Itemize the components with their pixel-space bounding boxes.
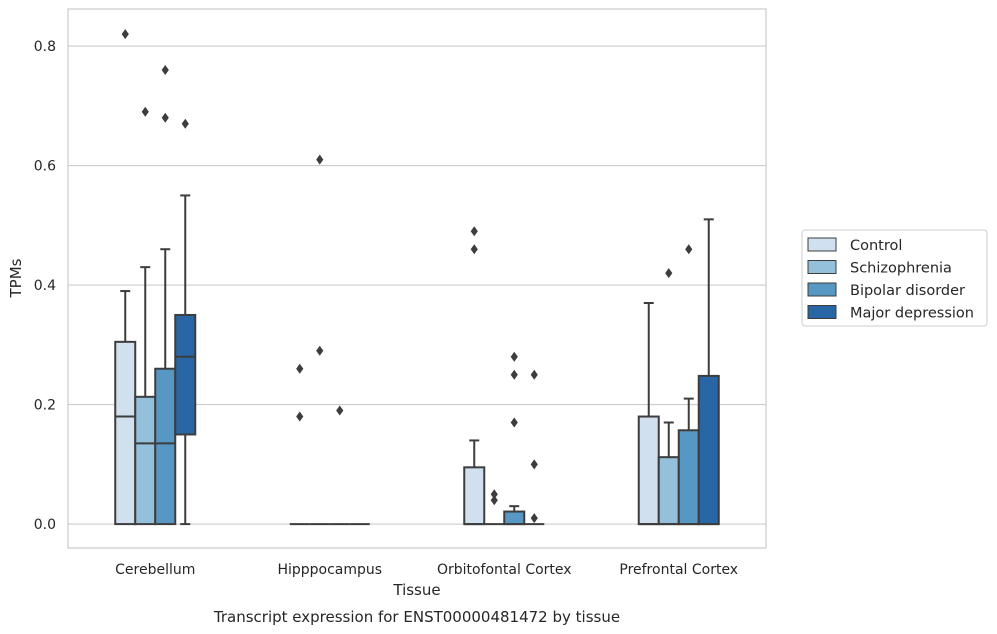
x-tick-label: Hipppocampus <box>277 562 382 578</box>
outlier-point <box>121 29 129 40</box>
outlier-point <box>665 268 673 279</box>
plot-frame <box>67 8 767 549</box>
box-body <box>134 395 157 526</box>
box-body <box>637 415 660 526</box>
box-3-3 <box>697 218 720 526</box>
outlier-point <box>510 369 518 380</box>
legend-label: Control <box>850 238 902 254</box>
y-tick-labels: 0.0 0.2 0.4 0.6 0.8 <box>34 39 56 533</box>
outlier-point <box>470 226 478 237</box>
box-body <box>114 340 137 526</box>
y-tick-label: 0.2 <box>34 398 56 414</box>
box-0-3 <box>637 302 660 526</box>
box-0-2 <box>463 226 486 526</box>
box-3-2 <box>524 369 545 526</box>
y-tick-label: 0.8 <box>34 39 56 55</box>
box-2-2 <box>503 351 526 526</box>
outlier-point <box>336 405 344 416</box>
box-body <box>174 313 197 436</box>
outlier-point <box>490 489 498 500</box>
outlier-point <box>490 495 498 506</box>
box-2-1 <box>329 405 350 526</box>
outlier-point <box>161 64 169 75</box>
box-1-0 <box>134 106 157 526</box>
box-1-1 <box>309 154 330 526</box>
box-1-3 <box>657 268 680 526</box>
x-tick-label: Orbitofontal Cortex <box>437 562 572 578</box>
outlier-point <box>470 244 478 255</box>
legend-swatch <box>807 282 837 297</box>
y-tick-label: 0.6 <box>34 159 56 175</box>
box-0-1 <box>289 363 310 526</box>
y-tick-label: 0.0 <box>34 517 56 533</box>
legend-swatch <box>807 237 837 252</box>
box-3-0 <box>174 118 197 526</box>
x-tick-label: Cerebellum <box>115 562 195 578</box>
box-body <box>463 466 486 526</box>
x-tick-label: Prefrontal Cortex <box>619 562 738 578</box>
box-1-2 <box>484 489 505 526</box>
boxes <box>114 29 720 526</box>
legend: Control Schizophrenia Bipolar disorder Majo… <box>801 229 988 327</box>
outlier-point <box>141 106 149 117</box>
y-tick-label: 0.4 <box>34 278 56 294</box>
box-body <box>503 510 526 526</box>
outlier-point <box>316 154 324 165</box>
x-tick-labels: Cerebellum Hipppocampus Orbitofontal Corte… <box>115 562 738 578</box>
box-0-0 <box>114 29 137 526</box>
outlier-point <box>510 351 518 362</box>
box-body <box>697 374 720 526</box>
outlier-point <box>530 513 538 524</box>
outlier-point <box>530 369 538 380</box>
outlier-point <box>296 411 304 422</box>
outlier-point <box>685 244 693 255</box>
legend-label: Major depression <box>850 306 974 322</box>
outlier-point <box>181 118 189 129</box>
box-body <box>154 367 177 526</box>
legend-frame <box>801 229 988 327</box>
y-axis-title: TPMs <box>7 258 25 298</box>
x-axis-title: Tissue <box>392 581 440 599</box>
box-body <box>677 429 700 526</box>
outlier-point <box>316 345 324 356</box>
legend-label: Bipolar disorder <box>850 283 965 299</box>
outlier-point <box>510 417 518 428</box>
box-body <box>657 456 680 526</box>
legend-swatch <box>807 305 837 319</box>
legend-label: Schizophrenia <box>850 261 952 277</box>
chart-title: Transcript expression for ENST0000048147… <box>213 608 620 626</box>
outlier-point <box>161 112 169 123</box>
box-2-0 <box>154 64 177 526</box>
legend-swatch <box>807 260 837 274</box>
outlier-point <box>530 459 538 470</box>
box-2-3 <box>677 244 700 526</box>
outlier-point <box>296 363 304 374</box>
